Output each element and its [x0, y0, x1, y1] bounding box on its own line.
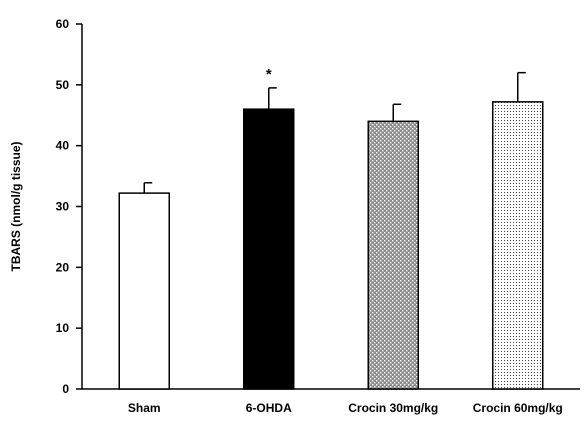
y-tick-label: 30: [56, 200, 70, 214]
bars: [118, 71, 544, 390]
y-tick-label: 0: [62, 382, 69, 396]
x-tick-label: Sham: [128, 401, 161, 415]
bar-0: [118, 192, 170, 390]
bar-1: [243, 108, 295, 390]
y-tick-label: 50: [56, 78, 70, 92]
significance-mark: *: [266, 66, 272, 83]
labels: 0 10 20 30 40 50 60 TBARS (nmol/g tissue) Sham 6-…: [9, 17, 563, 415]
bar-2: [367, 120, 419, 390]
x-tick-label: Crocin 30mg/kg: [348, 401, 438, 415]
y-axis-title: TBARS (nmol/g tissue): [9, 141, 23, 271]
y-tick-label: 10: [56, 321, 70, 335]
y-tick-label: 60: [56, 17, 70, 31]
bar-3: [492, 101, 544, 390]
x-tick-label: 6-OHDA: [246, 401, 292, 415]
y-tick-label: 40: [56, 139, 70, 153]
y-tick-label: 20: [56, 260, 70, 274]
x-tick-label: Crocin 60mg/kg: [473, 401, 563, 415]
